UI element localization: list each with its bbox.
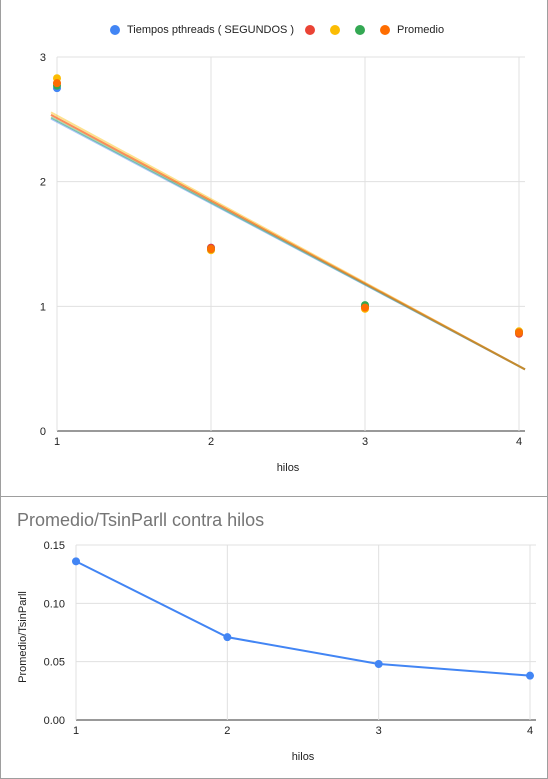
series-line — [75, 560, 531, 677]
y-tick-label: 0.10 — [44, 598, 65, 610]
trendline — [50, 117, 526, 371]
line-series — [72, 557, 534, 680]
x-tick-label: 3 — [376, 725, 382, 737]
x-tick-label: 2 — [224, 725, 230, 737]
y-tick-label: 2 — [40, 177, 46, 189]
line-tick-labels: 0.00 0.05 0.10 0.15 1 2 3 4 — [44, 540, 533, 737]
x-tick-label: 2 — [208, 436, 214, 448]
data-point — [72, 557, 80, 566]
y-tick-label: 0.00 — [44, 715, 65, 727]
data-point — [207, 244, 215, 253]
scatter-x-axis-title: hilos — [277, 462, 300, 474]
scatter-legend[interactable]: Tiempos pthreads ( SEGUNDOS ) Promedio — [110, 24, 444, 36]
x-tick-label: 4 — [516, 436, 522, 448]
legend-marker — [110, 25, 120, 35]
x-tick-label: 3 — [362, 436, 368, 448]
y-tick-label: 1 — [40, 301, 46, 313]
data-point — [361, 303, 369, 312]
data-point — [515, 328, 523, 337]
trendline — [50, 113, 526, 371]
data-point — [53, 79, 61, 88]
y-tick-label: 0.15 — [44, 540, 65, 552]
y-tick-label: 0 — [40, 426, 46, 438]
line-chart: Promedio/TsinParll contra hilos 0.00 0.05… — [17, 510, 536, 763]
legend-label: Promedio — [397, 24, 444, 36]
line-chart-panel: Promedio/TsinParll contra hilos 0.00 0.05… — [0, 497, 548, 779]
line-x-axis-title: hilos — [292, 751, 315, 763]
data-point — [526, 671, 534, 680]
legend-marker — [305, 25, 315, 35]
line-chart-title: Promedio/TsinParll contra hilos — [17, 510, 264, 530]
line-gridlines — [75, 544, 536, 721]
scatter-trendlines — [50, 111, 526, 371]
legend-marker — [380, 25, 390, 35]
y-tick-label: 0.05 — [44, 657, 65, 669]
y-tick-label: 3 — [40, 52, 46, 64]
x-tick-label: 4 — [527, 725, 533, 737]
legend-marker — [330, 25, 340, 35]
x-tick-label: 1 — [73, 725, 79, 737]
data-point — [223, 633, 232, 642]
line-y-axis-title: Promedio/TsinParll — [17, 591, 29, 683]
scatter-points — [53, 74, 523, 338]
trendline — [50, 116, 526, 371]
legend-marker — [355, 25, 365, 35]
data-point — [374, 660, 383, 668]
trendline — [50, 111, 526, 371]
legend-label: Tiempos pthreads ( SEGUNDOS ) — [127, 24, 294, 36]
trendline — [50, 113, 526, 371]
x-tick-label: 1 — [54, 436, 60, 448]
